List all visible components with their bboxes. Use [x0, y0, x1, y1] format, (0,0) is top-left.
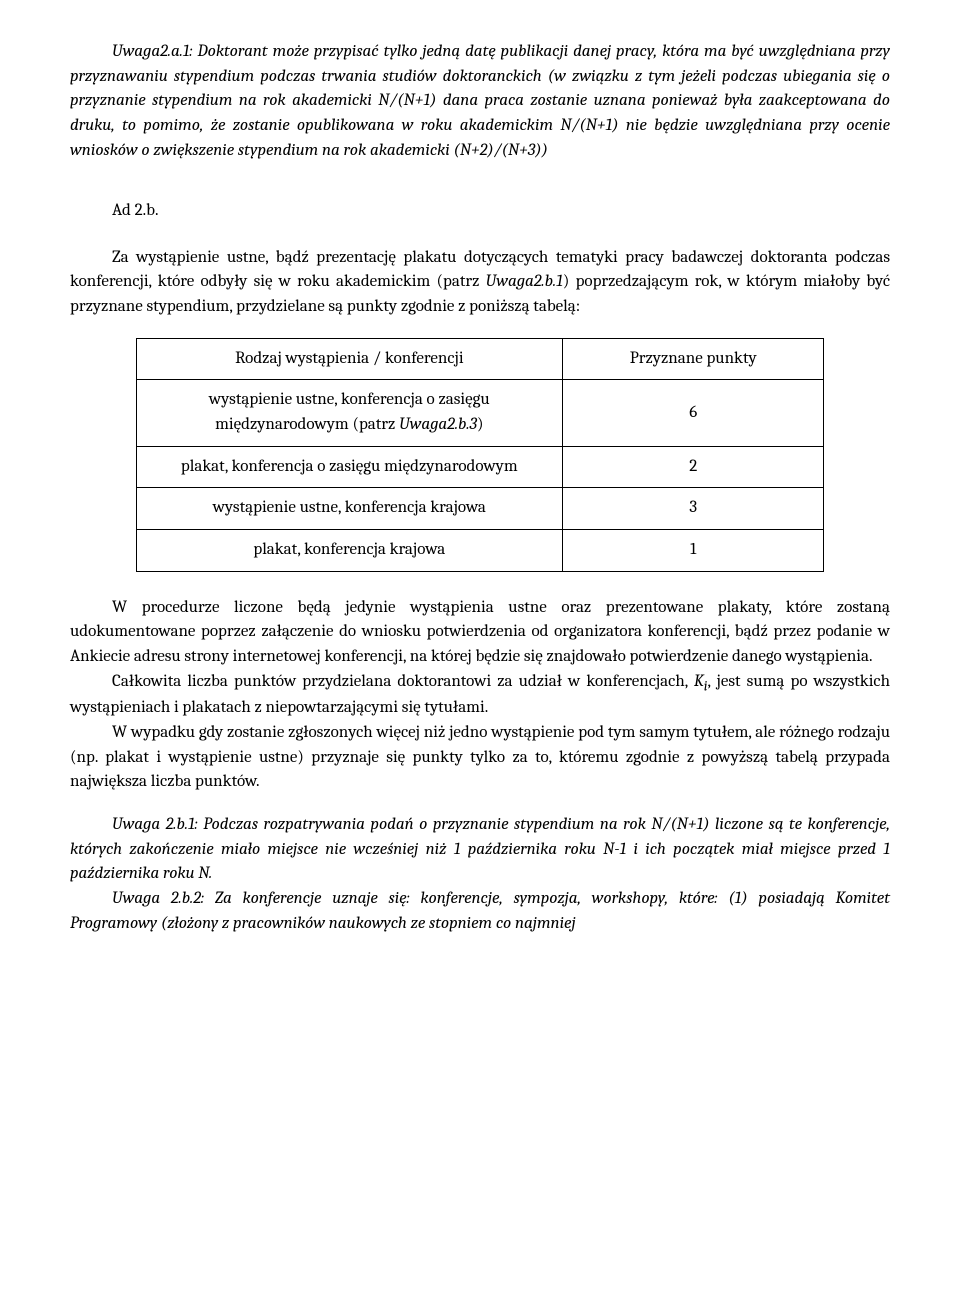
note-uwaga2a1: Uwaga2.a.1: Doktorant może przypisać tyl…	[70, 40, 890, 163]
section-label-ad2b: Ad 2.b.	[112, 199, 890, 224]
para1-em: Uwaga2.b.1	[486, 272, 563, 291]
table-header-left: Rodzaj wystąpienia / konferencji	[136, 338, 562, 380]
note-uwaga2b2: Uwaga 2.b.2: Za konferencje uznaje się: …	[70, 889, 890, 933]
para-intro-ad2b: Za wystąpienie ustne, bądź prezentację p…	[70, 246, 890, 320]
table-cell-right: 1	[563, 529, 824, 571]
para2-text: W procedurze liczone będą jedynie wystąp…	[70, 598, 890, 666]
table-header-right: Przyznane punkty	[563, 338, 824, 380]
para3-pre: Całkowita liczba punktów przydzielana do…	[112, 672, 694, 691]
para3-em: K	[694, 672, 704, 691]
notes-block: Uwaga 2.b.1: Podczas rozpatrywania podań…	[70, 813, 890, 936]
table-cell-right: 6	[563, 380, 824, 446]
table-cell-left: wystąpienie ustne, konferencja o zasięgu…	[136, 380, 562, 446]
table-row: wystąpienie ustne, konferencja o zasięgu…	[136, 380, 824, 446]
table-cell-left: plakat, konferencja o zasięgu międzynaro…	[136, 446, 562, 488]
para4-text: W wypadku gdy zostanie zgłoszonych więce…	[70, 723, 890, 791]
table-cell-left: plakat, konferencja krajowa	[136, 529, 562, 571]
note-uwaga2b1: Uwaga 2.b.1: Podczas rozpatrywania podań…	[70, 815, 890, 883]
table-row: wystąpienie ustne, konferencja krajowa 3	[136, 488, 824, 530]
table-row: plakat, konferencja krajowa 1	[136, 529, 824, 571]
table-header-row: Rodzaj wystąpienia / konferencji Przyzna…	[136, 338, 824, 380]
table-row: plakat, konferencja o zasięgu międzynaro…	[136, 446, 824, 488]
table-cell-left: wystąpienie ustne, konferencja krajowa	[136, 488, 562, 530]
note-uwaga2a1-text: Uwaga2.a.1: Doktorant może przypisać tyl…	[70, 42, 890, 160]
points-table: Rodzaj wystąpienia / konferencji Przyzna…	[136, 338, 825, 572]
table-cell-right: 3	[563, 488, 824, 530]
table-cell-right: 2	[563, 446, 824, 488]
para-block-procedure: W procedurze liczone będą jedynie wystąp…	[70, 596, 890, 795]
